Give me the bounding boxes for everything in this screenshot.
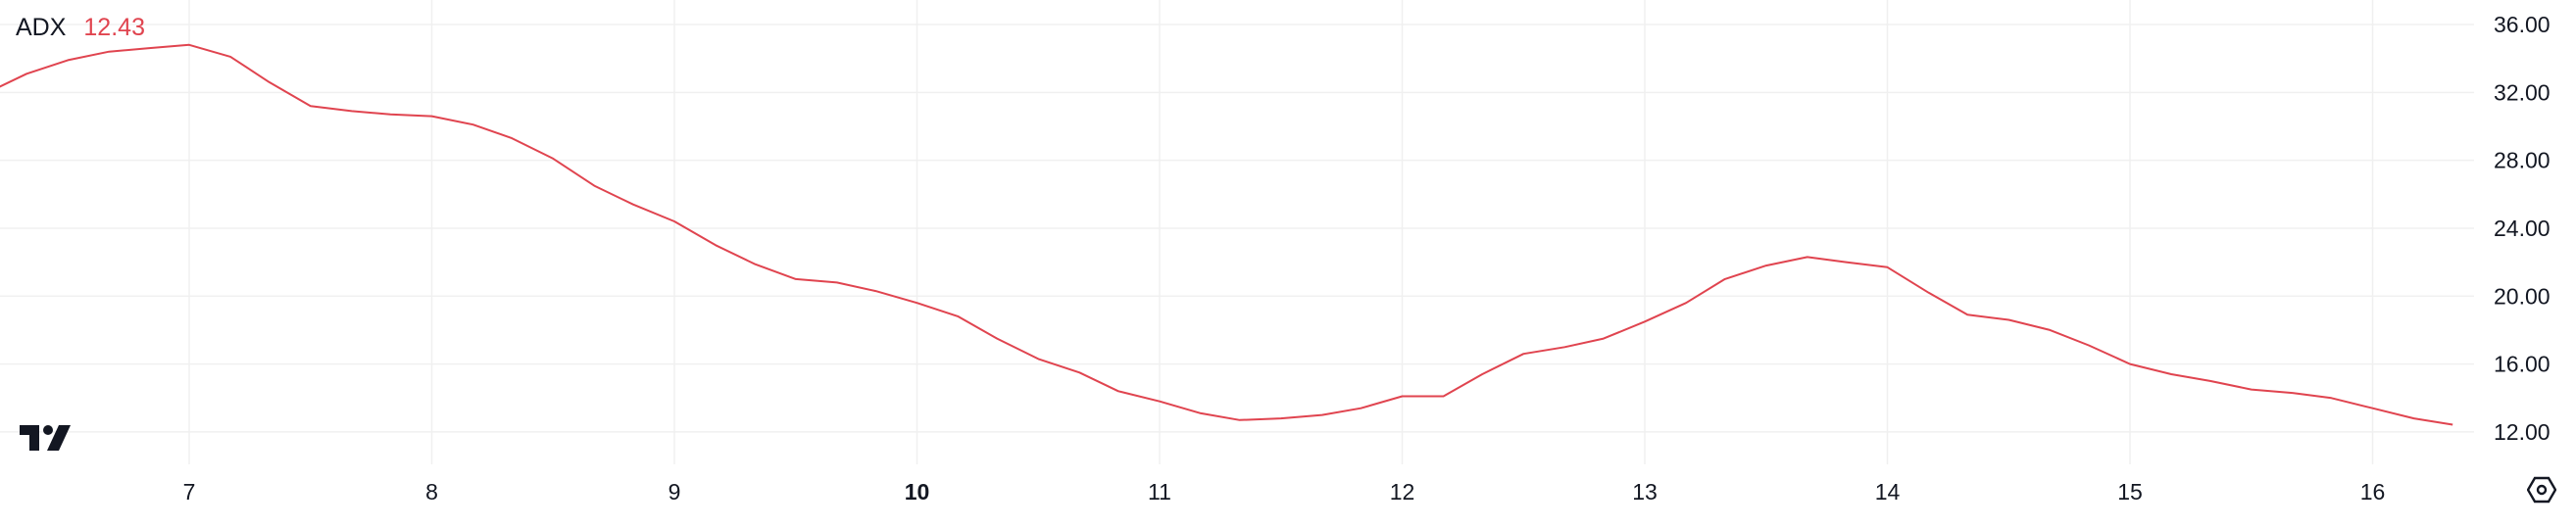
x-axis[interactable]: 7 8 9 10 11 12 13 14 15 16: [183, 479, 2386, 505]
x-tick-label: 9: [669, 479, 681, 505]
y-tick-label: 36.00: [2494, 12, 2551, 37]
x-tick-label: 14: [1875, 479, 1901, 505]
indicator-value: 12.43: [83, 14, 145, 41]
y-tick-label: 20.00: [2494, 283, 2551, 309]
x-tick-label: 12: [1390, 479, 1415, 505]
y-tick-label: 32.00: [2494, 79, 2551, 105]
indicator-name: ADX: [16, 14, 67, 41]
x-tick-label: 13: [1632, 479, 1658, 505]
series-layer: [0, 43, 2453, 426]
y-tick-label: 24.00: [2494, 216, 2551, 241]
x-tick-label: 16: [2360, 479, 2386, 505]
x-tick-label: 7: [183, 479, 196, 505]
x-tick-label: 8: [425, 479, 438, 505]
tradingview-logo[interactable]: [20, 423, 80, 457]
y-axis[interactable]: 36.00 32.00 28.00 24.00 20.00 16.00 12.00: [2494, 12, 2551, 445]
grid: [0, 0, 2474, 464]
indicator-legend[interactable]: ADX 12.43: [16, 14, 145, 42]
x-tick-label: 11: [1148, 479, 1171, 505]
y-tick-label: 28.00: [2494, 148, 2551, 173]
adx-line: [0, 43, 2453, 426]
settings-hexagon-icon[interactable]: [2526, 476, 2557, 508]
x-tick-label: 15: [2117, 479, 2143, 505]
x-tick-label: 10: [905, 479, 930, 505]
y-tick-label: 12.00: [2494, 419, 2551, 445]
y-tick-label: 16.00: [2494, 352, 2551, 377]
